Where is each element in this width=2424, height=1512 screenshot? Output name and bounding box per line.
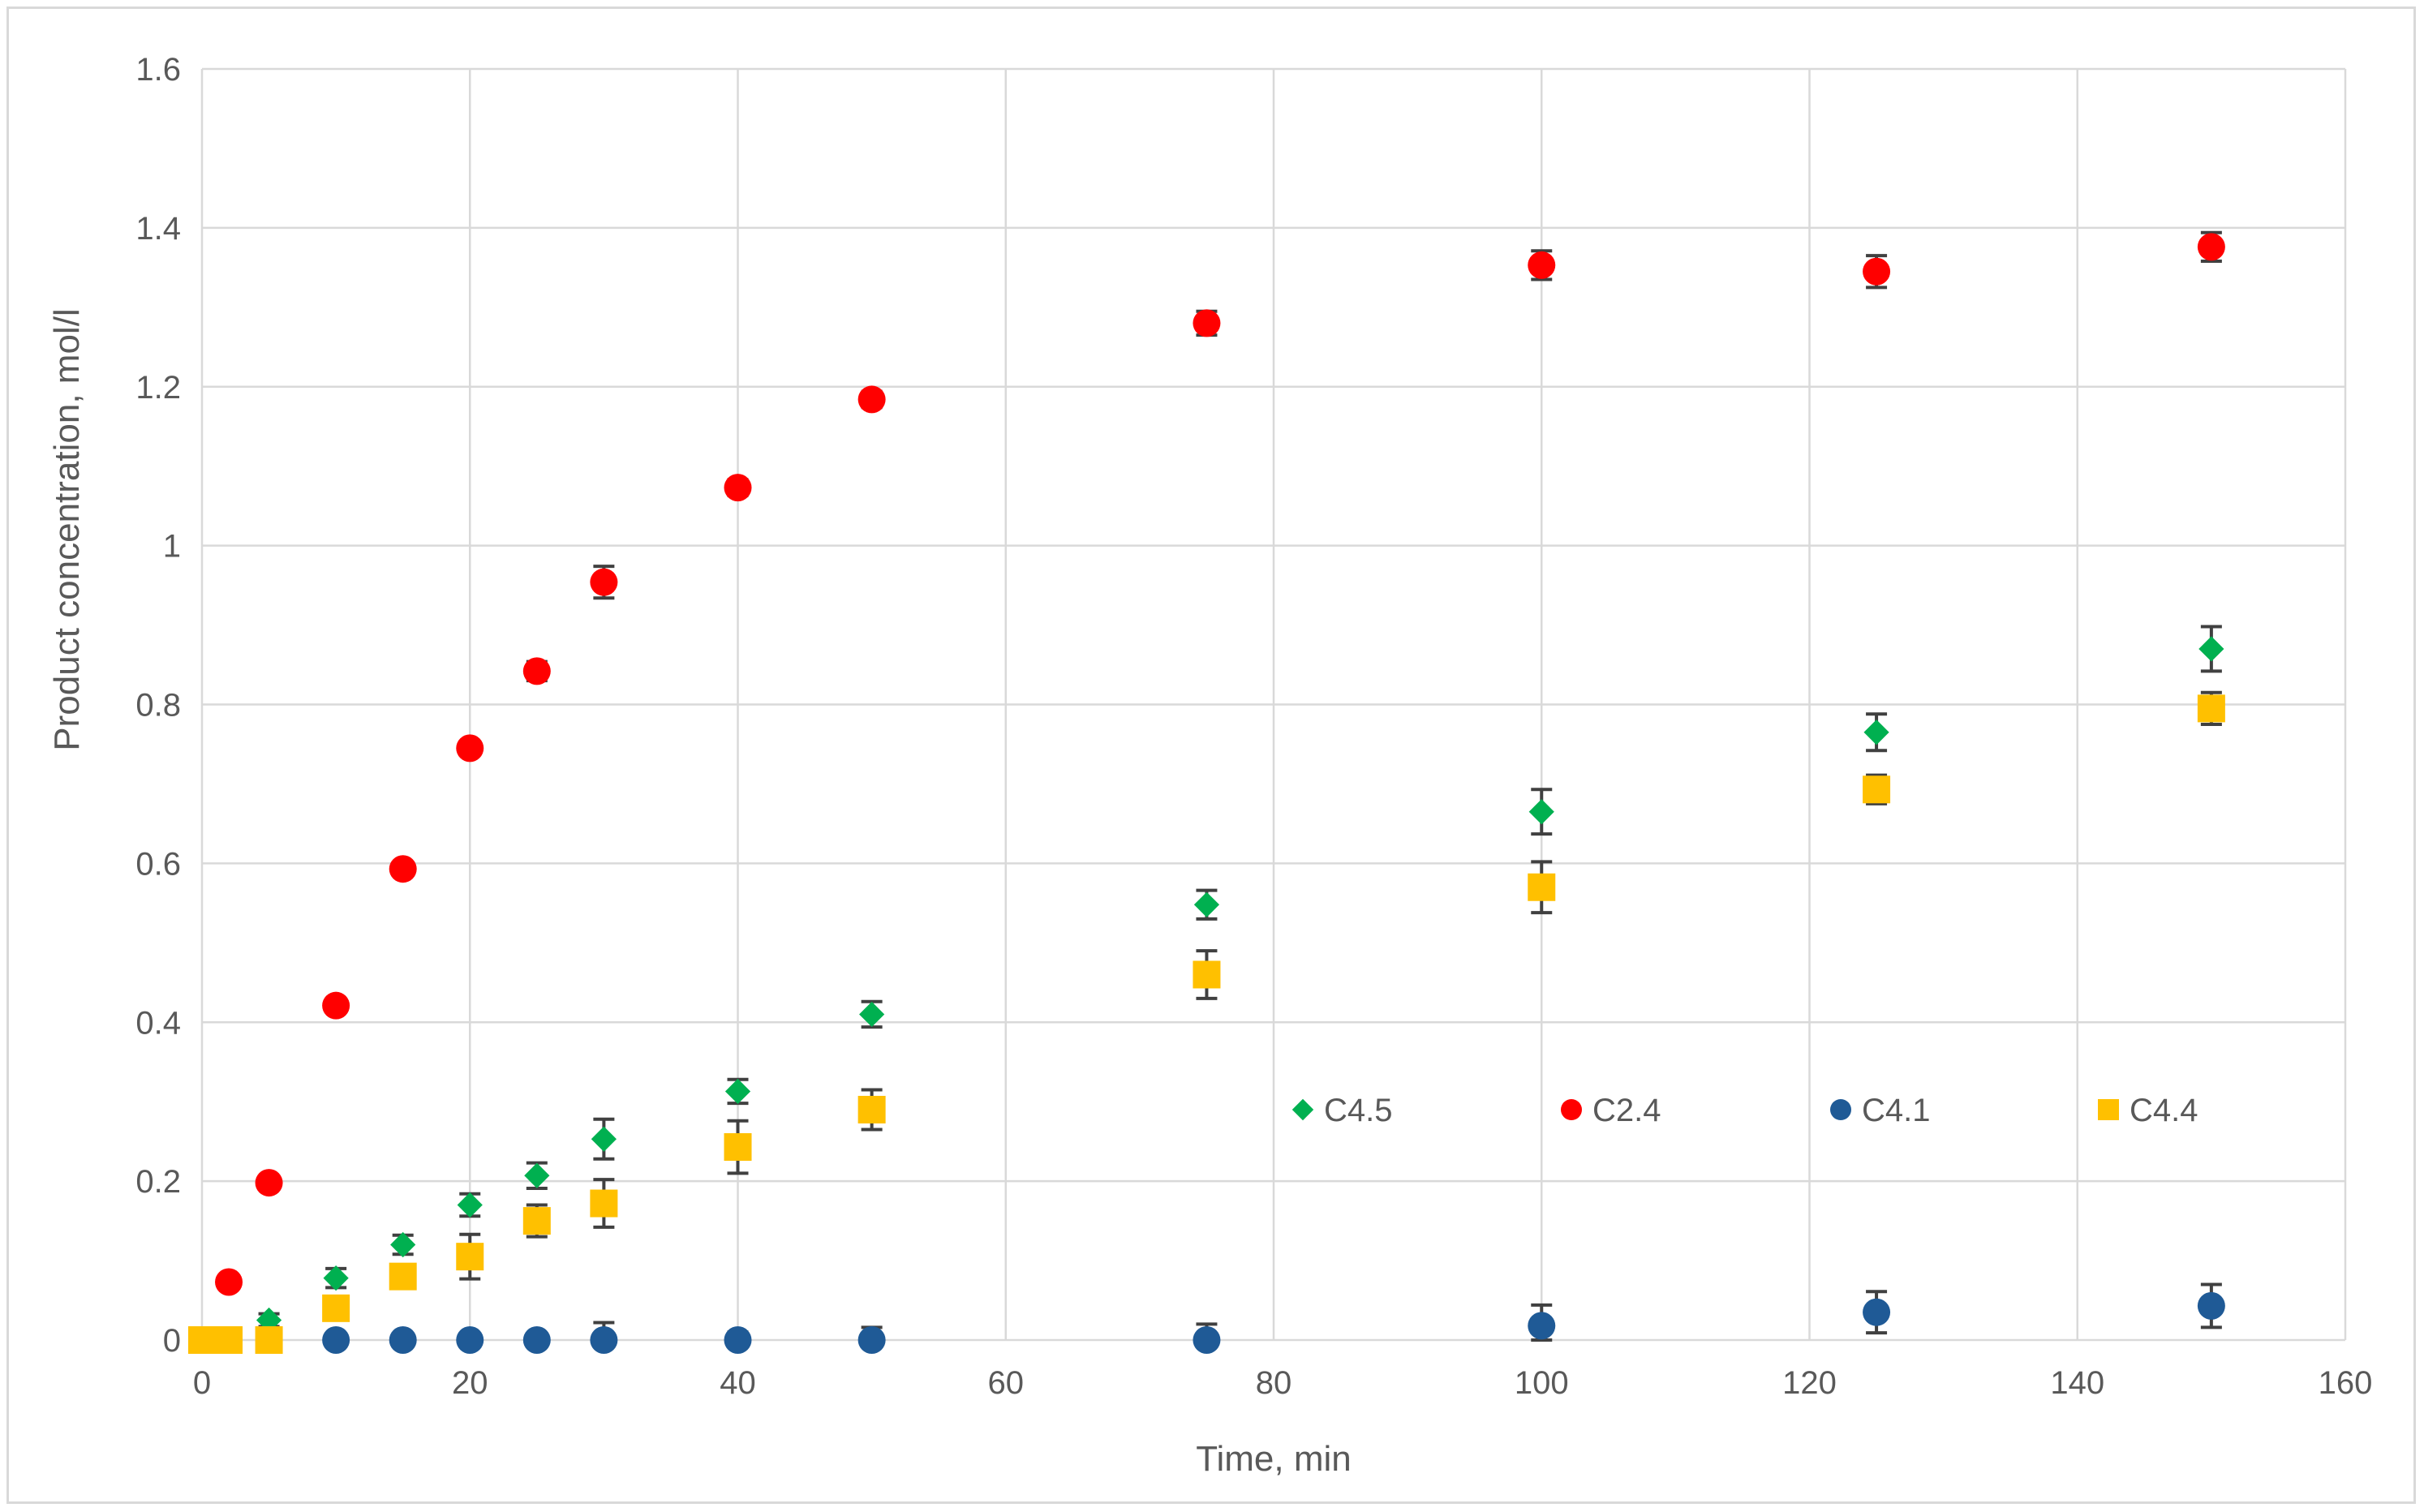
y-tick-label: 1.6 (135, 52, 181, 88)
x-tick-label: 20 (452, 1365, 488, 1401)
y-tick-label: 1.4 (135, 211, 181, 247)
point-c4-4 (255, 1326, 283, 1354)
y-axis-title: Product concentration, mol/l (47, 308, 87, 750)
point-c2-4 (215, 1268, 243, 1296)
legend-label-c4-4: C4.4 (2130, 1093, 2198, 1128)
y-tick-label: 1 (163, 529, 181, 565)
x-tick-label: 60 (988, 1365, 1025, 1401)
legend-item-c2-4: C2.4 (1561, 1093, 1661, 1128)
point-c4-1 (1528, 1312, 1556, 1340)
point-c4-1 (389, 1326, 417, 1354)
y-tick-label: 0.6 (135, 846, 181, 882)
y-tick-label: 0.2 (135, 1164, 181, 1200)
scatter-chart: 0 0.2 0.4 0.6 0.8 1 1.2 1.4 1.6 0 20 40 60 80 100 120 14… (47, 52, 2372, 1479)
legend-item-c4-5: C4.5 (1292, 1093, 1393, 1128)
point-c4-5 (859, 1001, 885, 1028)
point-c4-4 (456, 1243, 484, 1271)
point-c4-4 (857, 1095, 886, 1123)
y-tick-label: 0.8 (135, 688, 181, 724)
point-c4-1 (322, 1326, 350, 1354)
x-tick-label: 140 (2050, 1365, 2104, 1401)
legend-marker-c4-5 (1292, 1098, 1314, 1121)
point-c4-5 (1528, 799, 1554, 825)
legend-marker-c4-1 (1830, 1099, 1851, 1120)
point-c2-4 (2197, 233, 2225, 261)
point-c4-5 (524, 1162, 550, 1188)
point-c4-1 (724, 1326, 752, 1354)
point-c2-4 (590, 568, 618, 596)
point-c4-4 (522, 1207, 551, 1235)
y-tick-label: 0 (163, 1323, 181, 1359)
point-c4-5 (2198, 636, 2224, 662)
legend-label-c4-1: C4.1 (1862, 1093, 1931, 1128)
point-c4-4 (188, 1326, 216, 1354)
point-c4-5 (457, 1192, 483, 1218)
point-c2-4 (857, 385, 886, 414)
y-tick-label: 1.2 (135, 370, 181, 406)
x-axis-title: Time, min (1196, 1439, 1352, 1479)
point-c4-5 (591, 1126, 617, 1152)
x-tick-label: 40 (720, 1365, 756, 1401)
legend-label-c2-4: C2.4 (1592, 1093, 1661, 1128)
point-c4-4 (322, 1294, 350, 1322)
x-tick-label: 0 (193, 1365, 211, 1401)
legend-marker-c2-4 (1561, 1099, 1582, 1120)
y-tick-label: 0.4 (135, 1005, 181, 1041)
chart-frame: 0 0.2 0.4 0.6 0.8 1 1.2 1.4 1.6 0 20 40 60 80 100 120 14… (6, 6, 2416, 1504)
point-c4-1 (522, 1326, 551, 1354)
tick-labels: 0 0.2 0.4 0.6 0.8 1 1.2 1.4 1.6 0 20 40 60 80 100 120 14… (135, 52, 2372, 1401)
legend: C4.5 C2.4 C4.1 C4.4 (1292, 1093, 2198, 1128)
point-c4-4 (2197, 694, 2225, 723)
point-c4-5 (390, 1231, 416, 1258)
point-c4-4 (724, 1133, 752, 1162)
point-c4-1 (590, 1326, 618, 1354)
point-c4-4 (1863, 775, 1891, 804)
point-c4-5 (323, 1265, 349, 1291)
point-c4-4 (215, 1326, 243, 1354)
point-c4-1 (1193, 1326, 1221, 1354)
point-c2-4 (456, 734, 484, 762)
point-c2-4 (389, 855, 417, 883)
point-c2-4 (1528, 251, 1556, 279)
point-c4-1 (1863, 1298, 1891, 1326)
point-c4-1 (456, 1326, 484, 1354)
point-c2-4 (255, 1169, 283, 1197)
point-c2-4 (522, 657, 551, 685)
point-c2-4 (322, 991, 350, 1020)
point-c4-5 (724, 1078, 751, 1105)
point-c4-4 (1193, 960, 1221, 989)
point-c2-4 (724, 474, 752, 502)
point-c2-4 (1193, 309, 1221, 337)
point-c4-5 (1193, 891, 1220, 917)
legend-marker-c4-4 (2098, 1099, 2119, 1120)
x-tick-label: 160 (2319, 1365, 2373, 1401)
legend-item-c4-1: C4.1 (1830, 1093, 1931, 1128)
point-c4-5 (1863, 719, 1889, 745)
point-c4-1 (2197, 1291, 2225, 1320)
point-c4-5 (256, 1307, 282, 1334)
x-tick-label: 100 (1515, 1365, 1569, 1401)
point-c4-4 (590, 1189, 618, 1218)
point-c2-4 (1863, 257, 1891, 286)
legend-item-c4-4: C4.4 (2098, 1093, 2198, 1128)
point-c4-4 (389, 1262, 417, 1291)
point-c4-1 (857, 1326, 886, 1354)
legend-label-c4-5: C4.5 (1324, 1093, 1393, 1128)
error-bars (191, 230, 2222, 1342)
grid (200, 67, 2347, 1342)
x-tick-label: 80 (1256, 1365, 1292, 1401)
data-markers (188, 233, 2225, 1354)
point-c4-4 (1528, 873, 1556, 901)
x-tick-label: 120 (1782, 1365, 1837, 1401)
